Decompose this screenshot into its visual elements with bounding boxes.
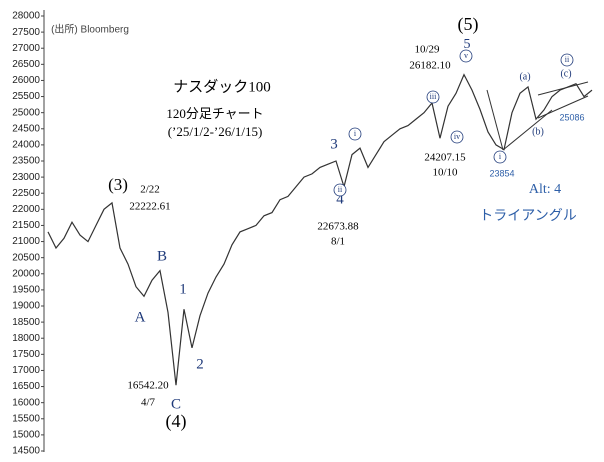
- wave-circle: [459, 49, 473, 63]
- y-tick-label: 19000: [12, 301, 40, 312]
- annotation: iii: [430, 92, 437, 101]
- y-tick-label: 23000: [12, 172, 40, 183]
- annotation: A: [135, 309, 146, 325]
- annotation: B: [157, 248, 167, 264]
- y-tick-label: 22000: [12, 204, 40, 215]
- annotation: 1: [179, 281, 187, 297]
- y-tick-label: 20000: [12, 268, 40, 279]
- annotation: 22222.61: [129, 201, 170, 213]
- annotation: (b): [532, 126, 544, 137]
- y-tick-label: 24500: [12, 123, 40, 134]
- wave-circle: [450, 130, 464, 144]
- annotation: (c): [560, 68, 571, 79]
- annotation: (a): [519, 71, 530, 82]
- y-tick-label: 27500: [12, 27, 40, 38]
- annotation: 25086: [559, 112, 584, 122]
- annotation: 24207.15: [424, 152, 466, 164]
- y-tick-label: 18000: [12, 333, 40, 344]
- y-tick-label: 27000: [12, 43, 40, 54]
- annotation: (出所) Bloomberg: [51, 23, 129, 36]
- annotation: 2: [196, 356, 204, 372]
- y-tick-label: 16500: [12, 381, 40, 392]
- wave-circle: [333, 183, 347, 197]
- annotation: ii: [565, 55, 570, 64]
- annotation: (4): [166, 411, 187, 432]
- y-tick-label: 17500: [12, 349, 40, 360]
- annotation: (’25/1/2-’26/1/15): [168, 124, 263, 139]
- annotation: i: [499, 152, 502, 161]
- annotation: ナスダック100: [173, 78, 271, 95]
- annotation: i: [354, 129, 357, 138]
- y-tick-label: 26500: [12, 59, 40, 70]
- annotation: 10/10: [432, 167, 458, 179]
- annotation: 120分足チャート: [166, 106, 263, 121]
- y-tick-label: 25500: [12, 91, 40, 102]
- y-tick-label: 23500: [12, 156, 40, 167]
- annotation: 8/1: [331, 236, 345, 248]
- y-tick-label: 25000: [12, 107, 40, 118]
- annotation: (3): [108, 175, 128, 194]
- y-tick-label: 21000: [12, 236, 40, 247]
- annotation: Alt: 4: [529, 182, 561, 197]
- y-tick-label: 15000: [12, 430, 40, 441]
- wave-circle: [493, 150, 507, 164]
- annotation: 2/22: [140, 184, 160, 196]
- annotation: 22673.88: [317, 221, 359, 233]
- annotation: 23854: [489, 168, 514, 178]
- y-tick-label: 18500: [12, 317, 40, 328]
- y-tick-label: 22500: [12, 188, 40, 199]
- y-tick-label: 20500: [12, 252, 40, 263]
- annotation: 3: [330, 136, 338, 152]
- trend-lines: [486, 81, 589, 151]
- wave-circle: [426, 90, 440, 104]
- annotation: トライアングル: [479, 208, 576, 224]
- annotation: 5: [464, 37, 471, 52]
- annotation: 4: [336, 191, 344, 207]
- y-tick-label: 15500: [12, 413, 40, 424]
- y-tick-label: 21500: [12, 220, 40, 231]
- annotation: 16542.20: [127, 380, 169, 392]
- annotation: 26182.10: [409, 60, 451, 72]
- annotation: 4/7: [141, 397, 156, 409]
- annotation: iv: [454, 132, 460, 141]
- wave-circle: [348, 127, 362, 141]
- y-tick-label: 19500: [12, 285, 40, 296]
- y-tick-label: 17000: [12, 365, 40, 376]
- y-tick-label: 28000: [12, 11, 40, 22]
- y-tick-label: 26000: [12, 75, 40, 86]
- annotation: (5): [458, 14, 479, 35]
- y-tick-label: 14500: [12, 446, 40, 457]
- y-tick-label: 16000: [12, 397, 40, 408]
- annotation: v: [464, 51, 468, 60]
- annotation: C: [171, 396, 181, 412]
- annotation: 10/29: [414, 44, 440, 56]
- y-tick-label: 24000: [12, 140, 40, 151]
- wave-circle: [560, 53, 574, 67]
- price-line: [47, 73, 593, 386]
- annotation: ii: [338, 185, 343, 194]
